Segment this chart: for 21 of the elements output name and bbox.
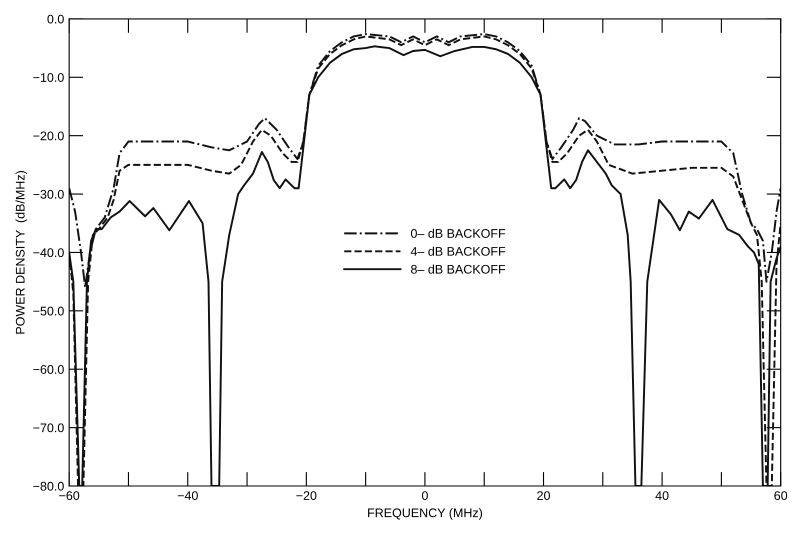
x-tick-label: 60	[774, 491, 788, 500]
y-tick-label: −40.0	[33, 248, 64, 258]
y-tick-label: −50.0	[33, 306, 64, 316]
x-tick-label: 0	[422, 491, 428, 500]
legend-label: 0– dB BACKOFF	[410, 228, 506, 238]
y-tick-label: −10.0	[33, 73, 64, 82]
legend-label: 8– dB BACKOFF	[411, 264, 506, 274]
y-axis-title: POWER DENSITY (dB/MHz)	[15, 171, 28, 334]
y-tick-label: 0.0	[47, 14, 64, 24]
y-tick-label: −60.0	[33, 365, 64, 374]
legend-label: 4– dB BACKOFF	[410, 246, 506, 256]
x-tick-label: 20	[537, 491, 550, 500]
x-tick-label: 40	[655, 491, 669, 500]
x-tick-label: −40	[178, 491, 198, 500]
y-tick-label: −30.0	[33, 190, 64, 199]
x-tick-label: −60	[59, 491, 80, 500]
x-axis-title: FREQUENCY (MHz)	[368, 508, 482, 520]
x-tick-label: −20	[296, 491, 316, 500]
y-tick-label: −80.0	[33, 482, 64, 491]
y-tick-label: −70.0	[33, 423, 64, 432]
y-tick-label: −20.0	[33, 131, 64, 140]
